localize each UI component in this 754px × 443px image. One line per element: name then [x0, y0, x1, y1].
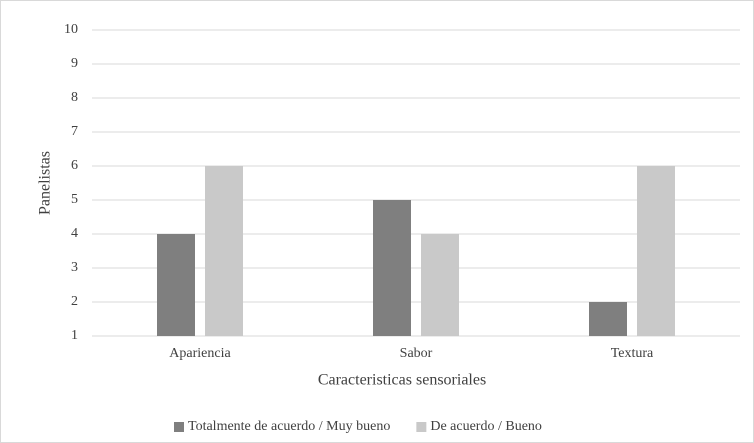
y-tick-label: 3: [71, 260, 78, 275]
bar: [589, 302, 627, 336]
x-tick-label: Apariencia: [169, 346, 231, 361]
bar: [637, 166, 675, 336]
y-tick-label: 5: [71, 192, 78, 207]
bar: [421, 234, 459, 336]
legend-label: Totalmente de acuerdo / Muy bueno: [188, 419, 390, 434]
y-tick-label: 1: [71, 328, 78, 343]
y-axis-label: Panelistas: [37, 151, 54, 215]
y-tick-label: 9: [71, 56, 78, 71]
bar: [373, 200, 411, 336]
legend-swatch: [174, 422, 184, 432]
x-tick-label: Sabor: [400, 346, 433, 361]
x-tick-label: Textura: [611, 346, 654, 361]
y-tick-label: 7: [71, 124, 78, 139]
y-tick-label: 4: [71, 226, 78, 241]
y-tick-label: 6: [71, 158, 78, 173]
legend-label: De acuerdo / Bueno: [430, 419, 542, 434]
x-axis-label: Caracteristicas sensoriales: [318, 372, 486, 389]
y-tick-label: 8: [71, 90, 78, 105]
y-tick-label: 10: [64, 22, 78, 37]
y-tick-label: 2: [71, 294, 78, 309]
bar: [157, 234, 195, 336]
legend-swatch: [416, 422, 427, 432]
bar: [205, 166, 243, 336]
